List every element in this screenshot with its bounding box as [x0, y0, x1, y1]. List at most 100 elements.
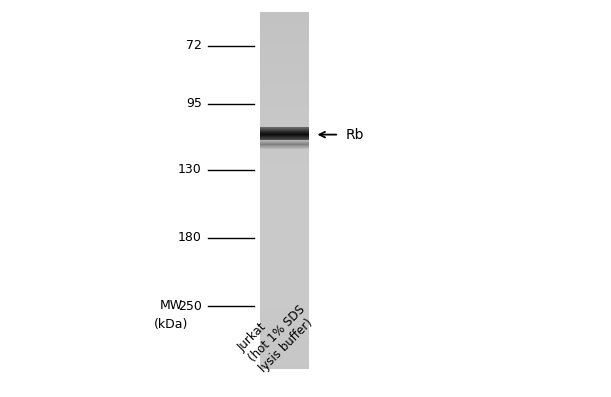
FancyBboxPatch shape — [260, 165, 309, 166]
FancyBboxPatch shape — [260, 291, 309, 292]
FancyBboxPatch shape — [260, 143, 309, 144]
FancyBboxPatch shape — [260, 121, 309, 122]
FancyBboxPatch shape — [260, 188, 309, 189]
FancyBboxPatch shape — [260, 20, 309, 21]
FancyBboxPatch shape — [260, 359, 309, 360]
FancyBboxPatch shape — [260, 368, 309, 369]
FancyBboxPatch shape — [260, 75, 309, 76]
FancyBboxPatch shape — [260, 70, 309, 71]
FancyBboxPatch shape — [260, 66, 309, 67]
FancyBboxPatch shape — [260, 243, 309, 244]
FancyBboxPatch shape — [260, 53, 309, 54]
FancyBboxPatch shape — [260, 314, 309, 315]
FancyBboxPatch shape — [260, 323, 309, 324]
FancyBboxPatch shape — [260, 345, 309, 346]
FancyBboxPatch shape — [260, 103, 309, 104]
FancyBboxPatch shape — [260, 166, 309, 168]
FancyBboxPatch shape — [260, 83, 309, 84]
FancyBboxPatch shape — [260, 82, 309, 83]
FancyBboxPatch shape — [260, 262, 309, 263]
FancyBboxPatch shape — [260, 198, 309, 199]
FancyBboxPatch shape — [260, 260, 309, 261]
FancyBboxPatch shape — [260, 239, 309, 240]
FancyBboxPatch shape — [260, 55, 309, 56]
FancyBboxPatch shape — [260, 360, 309, 361]
FancyBboxPatch shape — [260, 171, 309, 172]
FancyBboxPatch shape — [260, 278, 309, 279]
FancyBboxPatch shape — [260, 186, 309, 187]
FancyBboxPatch shape — [260, 73, 309, 75]
FancyBboxPatch shape — [260, 232, 309, 233]
FancyBboxPatch shape — [260, 13, 309, 14]
FancyBboxPatch shape — [260, 266, 309, 268]
FancyBboxPatch shape — [260, 155, 309, 156]
FancyBboxPatch shape — [260, 19, 309, 20]
FancyBboxPatch shape — [260, 227, 309, 228]
FancyBboxPatch shape — [260, 51, 309, 52]
FancyBboxPatch shape — [260, 52, 309, 53]
FancyBboxPatch shape — [260, 235, 309, 236]
FancyBboxPatch shape — [260, 97, 309, 98]
FancyBboxPatch shape — [260, 325, 309, 326]
FancyBboxPatch shape — [260, 25, 309, 26]
FancyBboxPatch shape — [260, 226, 309, 227]
Text: 95: 95 — [186, 97, 202, 110]
FancyBboxPatch shape — [260, 237, 309, 238]
FancyBboxPatch shape — [260, 146, 309, 147]
FancyBboxPatch shape — [260, 108, 309, 109]
FancyBboxPatch shape — [260, 148, 309, 149]
FancyBboxPatch shape — [260, 187, 309, 188]
FancyBboxPatch shape — [260, 236, 309, 237]
FancyBboxPatch shape — [260, 76, 309, 77]
FancyBboxPatch shape — [260, 328, 309, 329]
FancyBboxPatch shape — [260, 212, 309, 213]
FancyBboxPatch shape — [260, 145, 309, 146]
FancyBboxPatch shape — [260, 344, 309, 345]
FancyBboxPatch shape — [260, 109, 309, 110]
FancyBboxPatch shape — [260, 216, 309, 218]
FancyBboxPatch shape — [260, 215, 309, 216]
FancyBboxPatch shape — [260, 342, 309, 343]
FancyBboxPatch shape — [260, 58, 309, 59]
FancyBboxPatch shape — [260, 366, 309, 367]
FancyBboxPatch shape — [260, 332, 309, 333]
FancyBboxPatch shape — [260, 302, 309, 303]
FancyBboxPatch shape — [260, 35, 309, 36]
FancyBboxPatch shape — [260, 223, 309, 224]
FancyBboxPatch shape — [260, 172, 309, 173]
FancyBboxPatch shape — [260, 154, 309, 155]
FancyBboxPatch shape — [260, 127, 309, 128]
FancyBboxPatch shape — [260, 177, 309, 178]
FancyBboxPatch shape — [260, 60, 309, 61]
FancyBboxPatch shape — [260, 294, 309, 295]
FancyBboxPatch shape — [260, 182, 309, 183]
FancyBboxPatch shape — [260, 85, 309, 86]
FancyBboxPatch shape — [260, 293, 309, 294]
FancyBboxPatch shape — [260, 313, 309, 314]
FancyBboxPatch shape — [260, 143, 309, 144]
FancyBboxPatch shape — [260, 161, 309, 162]
FancyBboxPatch shape — [260, 318, 309, 319]
FancyBboxPatch shape — [260, 208, 309, 209]
FancyBboxPatch shape — [260, 337, 309, 338]
FancyBboxPatch shape — [260, 148, 309, 149]
FancyBboxPatch shape — [260, 220, 309, 221]
FancyBboxPatch shape — [260, 219, 309, 220]
FancyBboxPatch shape — [260, 38, 309, 39]
FancyBboxPatch shape — [260, 110, 309, 111]
FancyBboxPatch shape — [260, 175, 309, 176]
FancyBboxPatch shape — [260, 286, 309, 287]
FancyBboxPatch shape — [260, 80, 309, 81]
FancyBboxPatch shape — [260, 229, 309, 230]
FancyBboxPatch shape — [260, 169, 309, 170]
FancyBboxPatch shape — [260, 185, 309, 186]
FancyBboxPatch shape — [260, 157, 309, 158]
FancyBboxPatch shape — [260, 86, 309, 87]
FancyBboxPatch shape — [260, 203, 309, 204]
FancyBboxPatch shape — [260, 224, 309, 225]
FancyBboxPatch shape — [260, 274, 309, 275]
FancyBboxPatch shape — [260, 37, 309, 38]
FancyBboxPatch shape — [260, 163, 309, 164]
FancyBboxPatch shape — [260, 364, 309, 365]
FancyBboxPatch shape — [260, 17, 309, 18]
